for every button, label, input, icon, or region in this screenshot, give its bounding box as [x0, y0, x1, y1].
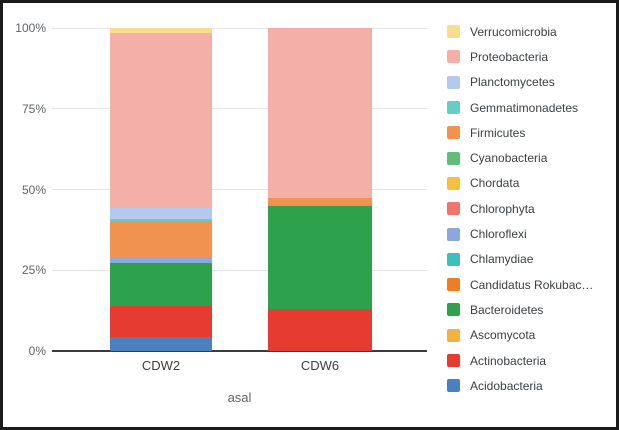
legend-label: Cyanobacteria: [470, 151, 548, 166]
legend-swatch-icon: [447, 151, 460, 165]
plot-area: [52, 27, 427, 352]
x-axis-label-cdw2: CDW2: [141, 358, 181, 373]
legend-item: Acidobacteria: [447, 373, 593, 398]
legend-item: Chloroflexi: [447, 221, 593, 246]
legend-item: Chlorophyta: [447, 196, 593, 221]
legend-label: Actinobacteria: [470, 353, 547, 368]
bar-segment-actinobacteria: [110, 305, 212, 337]
legend-item: Proteobacteria: [447, 44, 593, 69]
legend-item: Gemmatimonadetes: [447, 95, 593, 120]
legend-label: Gemmatimonadetes: [470, 100, 579, 115]
legend-item: Firmicutes: [447, 120, 593, 145]
gridline: [52, 189, 427, 190]
legend-swatch-icon: [447, 101, 460, 115]
y-axis-tick-label: 50%: [21, 182, 46, 197]
legend-label: Ascomycota: [470, 328, 536, 343]
y-axis-tick-label: 75%: [21, 101, 46, 116]
gridline: [52, 108, 427, 110]
legend-item: Planctomycetes: [447, 70, 593, 95]
legend-swatch-icon: [447, 354, 460, 367]
bar-segment-proteobacteria: [268, 28, 372, 198]
y-axis-tick-label: 100%: [15, 21, 46, 35]
bar-segment-firmicutes: [110, 221, 212, 258]
legend-item: Ascomycota: [447, 323, 593, 348]
legend-label: Chlorophyta: [470, 201, 535, 216]
bar-segment-chloroflexi: [110, 257, 212, 264]
legend-swatch-icon: [447, 50, 460, 64]
legend-label: Verrucomicrobia: [470, 24, 557, 39]
legend-label: Acidobacteria: [470, 378, 543, 393]
x-axis-label-cdw6: CDW6: [300, 358, 340, 373]
legend-label: Candidatus Rokubac…: [470, 277, 594, 292]
y-axis-tick-label: 25%: [21, 263, 46, 278]
bar-cdw2: [110, 28, 212, 351]
legend-label: Chordata: [470, 176, 520, 191]
bar-segment-actinobacteria: [268, 308, 372, 351]
bar-segment-bacteroidetes: [268, 205, 372, 309]
legend-swatch-icon: [447, 25, 460, 39]
bar-segment-firmicutes: [268, 197, 372, 206]
legend-label: Proteobacteria: [470, 49, 549, 64]
legend-swatch-icon: [447, 303, 460, 317]
legend-swatch-icon: [447, 252, 460, 266]
legend-swatch-icon: [447, 328, 460, 342]
legend-swatch-icon: [447, 202, 460, 216]
legend-item: Cyanobacteria: [447, 145, 593, 170]
legend-item: Chlamydiae: [447, 247, 593, 272]
legend-item: Candidatus Rokubac…: [447, 272, 593, 297]
x-axis-title: asal: [227, 390, 252, 405]
legend-label: Chloroflexi: [470, 227, 527, 242]
legend-swatch-icon: [447, 176, 460, 190]
bar-segment-planctomycetes: [110, 207, 212, 219]
legend-item: Bacteroidetes: [447, 297, 593, 322]
bar-segment-bacteroidetes: [110, 263, 212, 306]
legend-item: Chordata: [447, 171, 593, 196]
bar-segment-proteobacteria: [110, 32, 212, 208]
x-axis-line: [52, 350, 427, 352]
legend-label: Chlamydiae: [470, 252, 534, 267]
legend-swatch-icon: [447, 227, 460, 241]
legend-label: Planctomycetes: [470, 75, 555, 90]
legend-swatch-icon: [447, 379, 460, 393]
legend: Verrucomicrobia Proteobacteria Planctomyce…: [447, 19, 593, 398]
legend-label: Bacteroidetes: [470, 302, 544, 317]
legend-swatch-icon: [447, 126, 460, 140]
y-axis-tick-label: 0%: [28, 344, 46, 358]
legend-swatch-icon: [447, 75, 460, 89]
legend-item: Actinobacteria: [447, 348, 593, 373]
legend-item: Verrucomicrobia: [447, 19, 593, 44]
legend-label: Firmicutes: [470, 125, 526, 140]
bar-segment-gemmatimonadetes: [110, 218, 212, 222]
bar-segment-acidobacteria: [110, 336, 212, 351]
bar-cdw6: [268, 28, 372, 351]
bar-segment-verrucomicrobia: [110, 28, 212, 33]
gridline: [52, 269, 427, 271]
legend-swatch-icon: [447, 278, 460, 292]
gridline: [52, 27, 427, 29]
